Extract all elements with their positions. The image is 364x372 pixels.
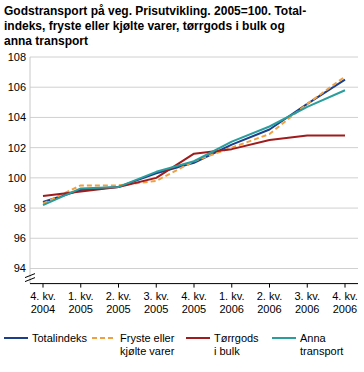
grid-line (30, 57, 358, 58)
legend-swatch (186, 337, 210, 339)
grid-line (30, 268, 358, 269)
y-tick-label: 104 (8, 111, 26, 123)
x-tick-label: 4. kv.2006 (332, 290, 357, 315)
text-line: 1. kv. (68, 290, 93, 302)
text-line: 2006 (220, 303, 244, 315)
x-tick-label: 1. kv.2006 (219, 290, 244, 315)
text-line: transport (300, 345, 343, 357)
grid-line (30, 208, 358, 209)
text-line: 3. kv. (144, 290, 169, 302)
text-line: 2. kv. (257, 290, 282, 302)
text-line: kjølte varer (120, 345, 175, 357)
y-tick-label: 100 (8, 172, 26, 184)
grid-line (30, 238, 358, 239)
axis-break (25, 278, 35, 282)
text-line: Tørrgods (214, 332, 259, 344)
grid-line (30, 147, 358, 148)
axis-break (25, 274, 35, 278)
text-line: 3. kv. (295, 290, 320, 302)
text-line: 2006 (257, 303, 281, 315)
x-tick (345, 284, 346, 288)
text-line: 4. kv. (30, 290, 55, 302)
text-line: Totalindeks (32, 332, 88, 344)
y-tick-label: 106 (8, 81, 26, 93)
grid-line (30, 87, 358, 88)
y-axis (30, 57, 31, 284)
x-tick (43, 284, 44, 288)
text-line: 2006 (295, 303, 319, 315)
legend-swatch (272, 337, 296, 339)
text-line: 2005 (106, 303, 130, 315)
x-tick (118, 284, 119, 288)
x-tick-label: 4. kv.2004 (30, 290, 55, 315)
x-tick-label: 2. kv.2005 (106, 290, 131, 315)
legend-swatch (92, 337, 116, 339)
y-tick-label: 102 (8, 142, 26, 154)
x-tick (80, 284, 81, 288)
y-tick-label: 98 (14, 202, 26, 214)
series-line (43, 136, 345, 196)
text-line: 2005 (144, 303, 168, 315)
series-line (43, 77, 345, 204)
y-tick-label: 94 (14, 262, 26, 274)
x-tick (194, 284, 195, 288)
x-tick (231, 284, 232, 288)
text-line: Godstransport på veg. Prisutvikling. 200… (4, 4, 306, 18)
y-tick-label: 108 (8, 51, 26, 63)
x-tick-label: 1. kv.2005 (68, 290, 93, 315)
title: Godstransport på veg. Prisutvikling. 200… (4, 4, 306, 48)
grid-line (30, 117, 358, 118)
legend-label: Fryste ellerkjølte varer (120, 332, 175, 357)
text-line: 2. kv. (106, 290, 131, 302)
text-line: 2006 (333, 303, 357, 315)
legend-swatch (4, 337, 28, 339)
text-line: 2005 (69, 303, 93, 315)
grid-line (30, 177, 358, 178)
x-tick (156, 284, 157, 288)
text-line: 2005 (182, 303, 206, 315)
x-tick-label: 3. kv.2006 (295, 290, 320, 315)
x-tick-label: 2. kv.2006 (257, 290, 282, 315)
text-line: 2004 (31, 303, 55, 315)
legend-label: Annatransport (300, 332, 343, 357)
legend-label: Tørrgodsi bulk (214, 332, 259, 357)
text-line: anna transport (4, 34, 88, 48)
text-line: Anna (300, 332, 327, 344)
text-line: Fryste eller (120, 332, 175, 344)
text-line: indeks, fryste eller kjølte varer, tørrg… (4, 19, 285, 33)
y-tick-label: 96 (14, 232, 26, 244)
series-line (43, 80, 345, 202)
series-line (43, 90, 345, 205)
x-tick-label: 4. kv.2005 (181, 290, 206, 315)
text-line: i bulk (214, 345, 240, 357)
x-tick (269, 284, 270, 288)
text-line: 4. kv. (332, 290, 357, 302)
x-tick-label: 3. kv.2005 (144, 290, 169, 315)
text-line: 1. kv. (219, 290, 244, 302)
chart: Godstransport på veg. Prisutvikling. 200… (0, 0, 364, 372)
x-tick (307, 284, 308, 288)
plot-area (43, 77, 345, 205)
legend-label: Totalindeks (32, 332, 88, 344)
text-line: 4. kv. (181, 290, 206, 302)
